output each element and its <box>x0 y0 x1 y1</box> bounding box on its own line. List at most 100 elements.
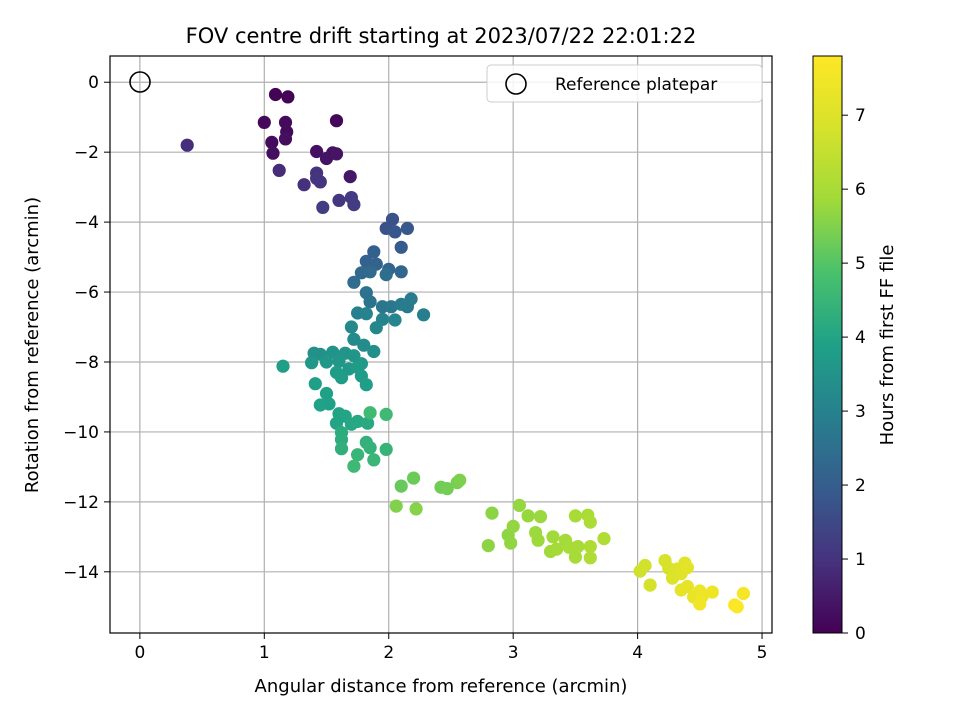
data-point <box>638 558 652 573</box>
legend-marker <box>505 73 527 95</box>
colorbar-tick-label: 3 <box>855 402 866 422</box>
legend-box <box>486 64 763 103</box>
data-point <box>680 579 695 594</box>
data-point <box>332 354 346 368</box>
data-point <box>389 499 403 513</box>
data-point <box>388 225 402 239</box>
x-axis: 0 1 2 3 4 5 <box>134 633 767 663</box>
data-point <box>512 498 527 512</box>
data-point <box>367 245 381 259</box>
colorbar-tick-label: 4 <box>855 328 866 348</box>
grid-lines <box>110 56 772 633</box>
data-point <box>394 297 408 311</box>
data-point <box>583 540 597 554</box>
data-point <box>310 144 324 159</box>
legend-label: Reference platepar <box>555 75 717 95</box>
y-axis-label: Rotation from reference (arcmin) <box>22 197 43 493</box>
data-point <box>343 170 357 184</box>
y-tick-label: −12 <box>63 493 99 513</box>
data-point <box>278 132 293 146</box>
data-point <box>319 355 334 369</box>
x-tick-label: 4 <box>632 643 643 663</box>
x-tick-label: 5 <box>757 643 768 663</box>
data-point <box>266 146 280 160</box>
colorbar: 0 1 2 3 4 5 6 7 Hours from first FF file <box>812 55 898 644</box>
data-point <box>180 138 194 152</box>
data-point <box>568 509 583 523</box>
data-point <box>394 479 408 493</box>
data-point <box>363 406 377 420</box>
data-point <box>369 321 383 335</box>
data-point <box>571 540 585 554</box>
data-point <box>521 509 535 523</box>
data-point <box>705 585 719 599</box>
data-point <box>363 295 377 309</box>
data-point <box>308 377 322 391</box>
data-point <box>359 307 373 321</box>
data-point <box>363 441 377 455</box>
data-point <box>257 115 271 129</box>
colorbar-tick-label: 7 <box>855 106 866 126</box>
x-tick-label: 3 <box>508 643 519 663</box>
y-tick-label: −6 <box>74 283 99 303</box>
y-tick-label: −4 <box>74 213 99 233</box>
y-tick-label: −14 <box>63 563 99 583</box>
colorbar-tick-label: 1 <box>855 550 866 570</box>
data-point <box>583 551 597 565</box>
data-points <box>180 87 751 614</box>
plot-frame <box>109 55 773 634</box>
data-point <box>319 151 334 166</box>
data-point <box>361 416 375 430</box>
data-point <box>379 268 393 282</box>
data-point <box>546 530 560 544</box>
data-point <box>643 578 657 592</box>
data-point <box>281 90 295 104</box>
data-point <box>316 200 330 214</box>
data-point <box>347 275 361 289</box>
data-point <box>359 378 373 392</box>
colorbar-tick-label: 0 <box>855 624 866 644</box>
data-point <box>332 193 346 207</box>
data-point <box>268 87 283 102</box>
data-point <box>583 515 597 529</box>
data-point <box>310 171 324 185</box>
y-axis: 0 −2 −4 −6 −8 −10 −12 −14 <box>63 73 110 583</box>
y-tick-label: −8 <box>74 353 99 373</box>
colorbar-ticks: 0 1 2 3 4 5 6 7 <box>842 106 866 644</box>
data-point <box>329 147 344 161</box>
data-point <box>313 398 327 412</box>
data-point <box>329 114 344 128</box>
data-point <box>568 550 583 564</box>
data-point <box>379 407 393 421</box>
data-point <box>359 254 373 268</box>
data-point <box>367 344 381 359</box>
data-point <box>276 359 290 373</box>
data-point <box>409 502 423 516</box>
y-tick-label: −10 <box>63 423 99 443</box>
data-point <box>347 198 361 212</box>
y-tick-label: 0 <box>88 73 99 93</box>
data-point <box>305 356 319 370</box>
data-point <box>404 292 418 306</box>
data-point <box>388 313 402 327</box>
data-point <box>265 135 279 149</box>
x-tick-label: 0 <box>134 643 145 663</box>
reference-marker <box>129 71 151 93</box>
data-point <box>533 509 548 524</box>
data-point <box>485 506 499 520</box>
data-point <box>347 459 361 473</box>
data-point <box>334 442 349 456</box>
data-point <box>531 533 545 547</box>
data-point <box>506 519 520 533</box>
data-point <box>394 265 408 279</box>
legend: Reference platepar <box>486 64 763 103</box>
data-point <box>680 561 695 575</box>
data-point <box>550 542 564 556</box>
data-point <box>344 320 358 334</box>
y-tick-label: −2 <box>74 143 99 163</box>
data-point <box>297 178 311 192</box>
data-point <box>453 473 467 487</box>
data-point <box>334 433 349 447</box>
data-point <box>379 442 393 456</box>
